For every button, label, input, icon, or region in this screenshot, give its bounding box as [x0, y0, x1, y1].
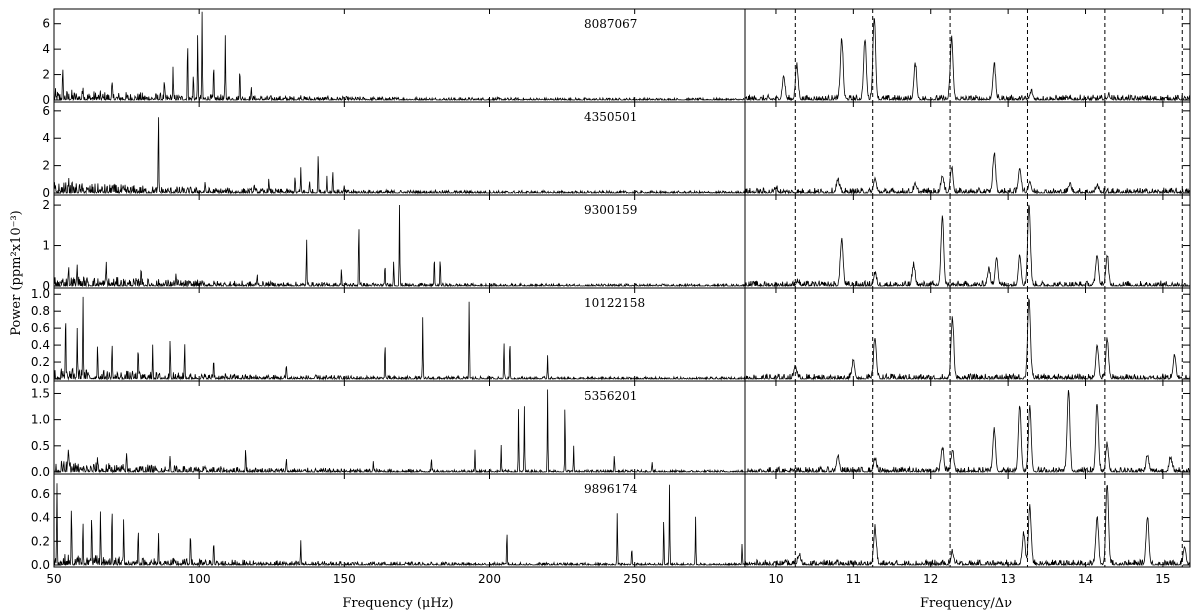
panel-frame-left	[53, 380, 746, 475]
x-tick-label-right: 12	[923, 572, 938, 586]
y-tick-label: 0.4	[31, 338, 50, 352]
y-tick-label: 0.5	[31, 439, 50, 453]
y-tick-label: 1	[42, 239, 50, 253]
panel-5356201: 0.0 0.5 1.0 1.5 5356201	[31, 380, 1191, 479]
y-tick-label: 1.5	[31, 386, 50, 400]
y-tick-label: 0.0	[31, 558, 50, 572]
spectrum-line-right	[744, 484, 1191, 567]
x-tick-label-left: 50	[46, 572, 61, 586]
x-tick-label-right: 11	[846, 572, 861, 586]
y-tick-label: 6	[42, 104, 50, 118]
y-tick-label: 2	[42, 198, 50, 212]
x-tick-label-right: 15	[1155, 572, 1170, 586]
panel-frame-left	[53, 8, 746, 103]
panel-frame-right	[744, 194, 1191, 289]
spectrum-line-left	[53, 204, 746, 288]
panel-frame-right	[744, 8, 1191, 103]
x-tick-label-right: 14	[1078, 572, 1093, 586]
panel-4350501: 0 2 4 6 4350501	[42, 101, 1191, 200]
spectrum-line-left	[53, 11, 745, 102]
spectrum-line-left	[53, 296, 746, 381]
spectrum-line-right	[744, 389, 1191, 474]
y-tick-label: 4	[42, 131, 50, 145]
panel-frame-right	[744, 101, 1191, 196]
panel-frame-right	[744, 287, 1191, 382]
y-tick-label: 0.8	[31, 304, 50, 318]
star-id-label: 10122158	[584, 296, 645, 310]
panel-frame-right	[744, 473, 1191, 568]
y-tick-label: 0.2	[31, 355, 50, 369]
spectrum-line-left	[53, 483, 746, 567]
spectrum-line-right	[744, 152, 1191, 195]
spectrum-line-right	[744, 204, 1190, 288]
y-tick-label: 0	[42, 186, 50, 200]
y-tick-label: 0.6	[31, 321, 50, 335]
y-tick-label: 0.2	[31, 534, 50, 548]
spectrum-line-left	[53, 117, 746, 195]
y-tick-label: 0.0	[31, 465, 50, 479]
spectrum-line-right	[744, 297, 1191, 381]
y-tick-label: 0.6	[31, 487, 50, 501]
spectrum-line-right	[744, 18, 1191, 102]
y-tick-label: 2	[42, 159, 50, 173]
panel-8087067: 0 2 4 6 8087067	[42, 8, 1191, 107]
y-tick-label: 0.0	[31, 372, 50, 386]
x-tick-label-left: 250	[623, 572, 646, 586]
x-tick-label-right: 13	[1000, 572, 1015, 586]
panel-frame-right	[744, 380, 1191, 475]
y-tick-label: 0	[42, 279, 50, 293]
star-id-label: 9300159	[584, 203, 637, 217]
spectrum-line-left	[53, 389, 746, 474]
panel-9300159: 0 1 2 9300159	[42, 194, 1191, 293]
y-tick-label: 2	[42, 68, 50, 82]
y-tick-label: 0.4	[31, 511, 50, 525]
x-tick-label-left: 200	[478, 572, 501, 586]
star-id-label: 9896174	[584, 482, 638, 496]
x-tick-label-right: 10	[768, 572, 783, 586]
star-id-label: 5356201	[584, 389, 637, 403]
star-id-label: 4350501	[584, 110, 637, 124]
y-tick-label: 1.0	[31, 287, 50, 301]
x-tick-label-left: 100	[188, 572, 211, 586]
y-tick-label: 0	[42, 93, 50, 107]
left-x-axis-title: Frequency (μHz)	[342, 596, 453, 611]
x-tick-label-left: 150	[333, 572, 356, 586]
y-tick-label: 1.0	[31, 413, 50, 427]
panel-10122158: 0.0 0.2 0.4 0.6 0.8 1.0 10122158	[31, 287, 1191, 386]
star-id-label: 8087067	[584, 17, 637, 31]
y-axis-title: Power (ppm²x10⁻³)	[9, 210, 24, 336]
panel-9896174: 0.0 0.2 0.4 0.6 9896174	[31, 473, 1191, 572]
y-tick-label: 6	[42, 17, 50, 31]
right-x-axis-title: Frequency/Δν	[920, 596, 1012, 611]
y-tick-label: 4	[42, 42, 50, 56]
